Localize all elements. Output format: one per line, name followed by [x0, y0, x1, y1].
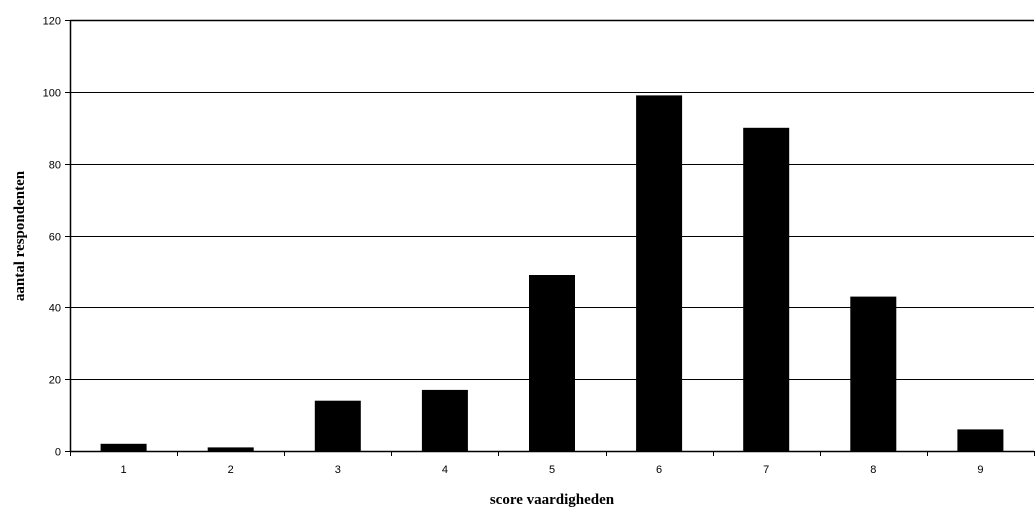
x-tick-label: 9	[977, 464, 983, 476]
y-tick-label: 100	[43, 88, 61, 100]
bar-2	[207, 447, 254, 451]
x-tick-labels: 1 2 3 4 5 6 7 8 9	[121, 464, 984, 476]
bar-8	[850, 296, 897, 451]
x-tick-label: 2	[228, 464, 234, 476]
y-tick-label: 20	[49, 375, 61, 387]
y-tick-label: 80	[49, 160, 61, 172]
axes	[65, 19, 1035, 456]
bar-4	[421, 389, 468, 451]
x-tick-label: 4	[442, 464, 448, 476]
x-tick-label: 8	[870, 464, 876, 476]
x-axis-title: score vaardigheden	[490, 492, 615, 508]
bar-5	[529, 275, 575, 451]
bar-7	[743, 127, 790, 452]
bar-6	[636, 95, 683, 452]
y-tick-label: 120	[43, 16, 61, 28]
y-tick-label: 40	[49, 303, 61, 315]
x-tick-label: 6	[656, 464, 662, 476]
bar-3	[314, 400, 361, 451]
x-tick-label: 1	[121, 464, 127, 476]
x-tick-label: 3	[335, 464, 341, 476]
bar-1	[100, 443, 147, 451]
x-tick-label: 7	[763, 464, 769, 476]
y-tick-labels: 0 20 40 60 80 100 120	[43, 16, 61, 459]
y-tick-label: 60	[49, 232, 61, 244]
x-tick-label: 5	[549, 464, 555, 476]
bar-9	[957, 429, 1004, 451]
bars	[100, 95, 1004, 452]
y-tick-label: 0	[55, 447, 61, 459]
y-axis-title: aantal respondenten	[12, 170, 28, 301]
